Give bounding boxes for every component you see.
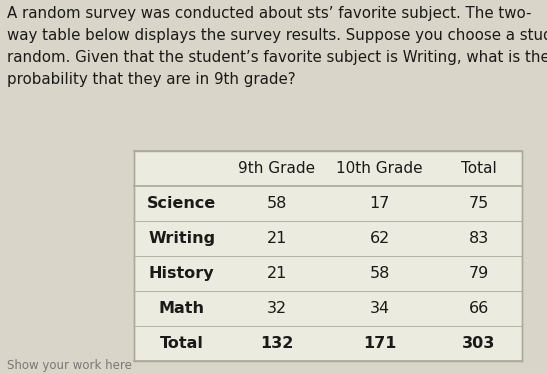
Text: A random survey was conducted about s​ts’ favorite subject. The two-
way table b: A random survey was conducted about s​ts… [7, 6, 547, 87]
Text: 21: 21 [266, 231, 287, 246]
Text: 303: 303 [462, 336, 496, 351]
Text: 66: 66 [469, 301, 489, 316]
Text: 32: 32 [267, 301, 287, 316]
Text: 132: 132 [260, 336, 293, 351]
Text: 10th Grade: 10th Grade [336, 162, 423, 177]
Text: History: History [149, 266, 214, 281]
Text: 79: 79 [469, 266, 489, 281]
Text: 21: 21 [266, 266, 287, 281]
Text: 58: 58 [266, 196, 287, 211]
Text: Total: Total [461, 162, 497, 177]
Text: 34: 34 [370, 301, 389, 316]
Text: Math: Math [159, 301, 205, 316]
Text: Writing: Writing [148, 231, 215, 246]
Text: Total: Total [160, 336, 203, 351]
Text: 62: 62 [370, 231, 390, 246]
Text: Science: Science [147, 196, 216, 211]
Text: 58: 58 [369, 266, 390, 281]
Text: 83: 83 [469, 231, 489, 246]
Text: 171: 171 [363, 336, 397, 351]
Text: 17: 17 [369, 196, 390, 211]
FancyBboxPatch shape [134, 151, 522, 361]
Text: 75: 75 [469, 196, 489, 211]
Text: 9th Grade: 9th Grade [238, 162, 315, 177]
Text: Show your work here: Show your work here [7, 359, 131, 372]
